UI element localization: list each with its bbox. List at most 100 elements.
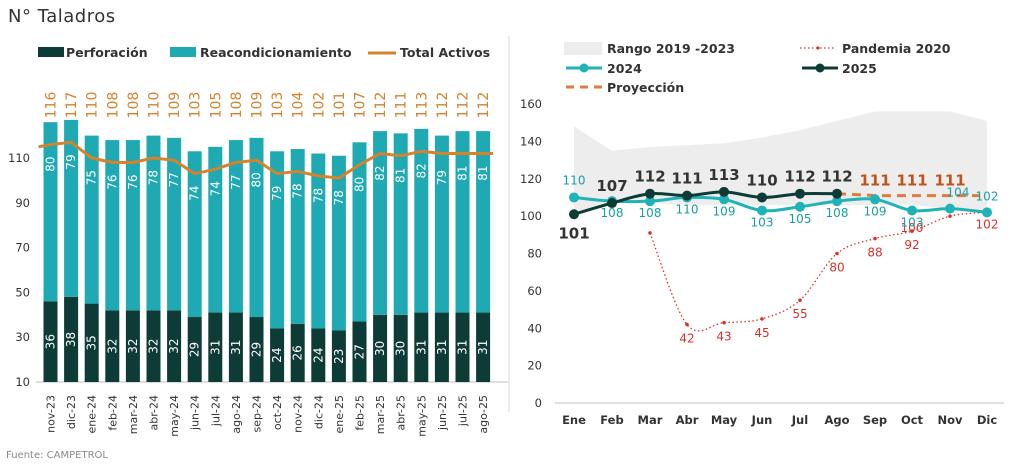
reacond-value-label: 74: [208, 181, 222, 196]
reacond-value-label: 82: [373, 165, 387, 180]
x-category-label: abr-25: [395, 395, 408, 431]
legend-proyeccion-label: Proyección: [607, 80, 684, 95]
bar-perforacion: [105, 310, 120, 382]
perforacion-value-label: 32: [105, 339, 119, 354]
legend-pandemia-label: Pandemia 2020: [842, 41, 951, 56]
bar-perforacion: [373, 314, 388, 382]
pandemia-2020-line: [649, 211, 988, 332]
bar-perforacion: [187, 317, 202, 382]
perforacion-value-label: 24: [270, 347, 284, 362]
pandemia-value-label: 42: [679, 332, 694, 346]
y-tick-label: 50: [15, 285, 30, 299]
reacond-value-label: 78: [332, 190, 346, 205]
x-category-label: oct-24: [271, 395, 284, 430]
bar-reacondicionamiento: [43, 122, 58, 302]
left-legend: Perforación Reacondicionamiento Total Ac…: [38, 45, 490, 60]
series-2024-value-label: 102: [976, 189, 999, 203]
x-category-label: feb-25: [354, 395, 367, 431]
bar-perforacion: [476, 312, 491, 382]
perforacion-value-label: 38: [64, 332, 78, 347]
x-category-label: Jun: [751, 413, 773, 427]
x-category-label: jun-24: [189, 395, 202, 431]
series-2025-point: [795, 188, 805, 199]
bar-perforacion: [125, 310, 140, 382]
pandemia-value-label: 43: [716, 330, 731, 344]
x-category-label: ago-25: [477, 395, 490, 434]
reacond-value-label: 76: [105, 174, 119, 189]
pandemia-point: [760, 317, 764, 321]
perforacion-value-label: 31: [476, 340, 490, 355]
pandemia-value-label: 88: [867, 246, 882, 260]
legend-perforacion-label: Perforación: [66, 45, 148, 60]
bar-perforacion: [43, 301, 58, 382]
perforacion-value-label: 29: [188, 342, 202, 357]
series-2024-point: [757, 205, 767, 216]
total-value-label: 109: [167, 92, 183, 119]
perforacion-value-label: 31: [456, 340, 470, 355]
total-value-label: 112: [373, 92, 389, 119]
perforacion-value-label: 32: [147, 339, 161, 354]
bar-reacondicionamiento: [249, 137, 264, 318]
x-category-label: abr-24: [148, 395, 161, 431]
perforacion-value-label: 32: [167, 339, 181, 354]
bar-reacondicionamiento: [455, 131, 470, 313]
perforacion-value-label: 35: [85, 335, 99, 350]
x-category-label: may-24: [168, 395, 181, 437]
reacond-value-label: 81: [456, 165, 470, 180]
right-line-chart: Rango 2019 -2023 Pandemia 2020 2024 2025…: [520, 41, 1004, 427]
bar-reacondicionamiento: [476, 131, 491, 313]
total-value-label: 109: [250, 92, 266, 119]
series-2024-value-label: 103: [901, 216, 924, 230]
series-2024-point: [645, 196, 655, 207]
left-bars: 36 80 116 nov-23 38 79 117 dic-23 35 75 110 ene-24 3…: [38, 92, 494, 437]
bar-reacondicionamiento: [187, 151, 202, 318]
x-category-label: nov-23: [45, 395, 58, 433]
series-2024-point: [795, 201, 805, 212]
reacond-value-label: 79: [270, 186, 284, 201]
total-value-label: 101: [332, 92, 348, 119]
total-value-label: 103: [188, 92, 204, 119]
bar-reacondicionamiento: [373, 131, 388, 315]
pandemia-point: [835, 251, 839, 256]
series-2025-value-label: 101: [558, 224, 589, 242]
pandemia-point: [722, 320, 726, 325]
perforacion-value-label: 29: [250, 342, 264, 357]
x-category-label: Ene: [562, 413, 586, 427]
bar-perforacion: [311, 328, 326, 382]
bar-reacondicionamiento: [167, 137, 182, 311]
perforacion-value-label: 36: [44, 334, 58, 349]
left-bar-chart: Perforación Reacondicionamiento Total Ac…: [8, 36, 510, 437]
perforacion-value-label: 30: [373, 341, 387, 356]
reacond-value-label: 80: [44, 157, 58, 172]
y-tick-label: 90: [15, 196, 30, 210]
series-2024-value-label: 108: [601, 206, 624, 220]
series-2024-point: [832, 196, 842, 207]
total-value-label: 108: [105, 92, 121, 119]
perforacion-value-label: 30: [394, 341, 408, 356]
bar-perforacion: [434, 312, 449, 382]
reacond-value-label: 82: [414, 163, 428, 178]
x-category-label: ene-24: [86, 395, 99, 433]
series-2025-value-label: 112: [784, 168, 815, 186]
pandemia-point: [685, 322, 689, 327]
bar-perforacion: [84, 303, 99, 382]
right-legend: Rango 2019 -2023 Pandemia 2020 2024 2025…: [564, 41, 951, 95]
x-category-label: jul-24: [209, 395, 222, 427]
x-category-label: nov-24: [292, 395, 305, 433]
pandemia-point: [910, 229, 914, 233]
reacond-value-label: 78: [291, 183, 305, 198]
x-category-label: sep-24: [251, 395, 264, 432]
y-tick-label: 30: [15, 330, 30, 344]
pandemia-point: [873, 236, 877, 241]
reacond-value-label: 79: [435, 170, 449, 185]
y-tick-label: 120: [520, 172, 542, 186]
proyeccion-value-label: 111: [934, 172, 965, 190]
y-tick-label: 70: [15, 241, 30, 255]
legend-2025-marker: [815, 63, 825, 73]
reacond-value-label: 77: [229, 174, 243, 189]
proyeccion-line: [836, 192, 979, 198]
bar-reacondicionamiento: [414, 128, 429, 313]
x-category-label: mar-25: [374, 395, 387, 434]
series-2025-point: [607, 198, 617, 209]
